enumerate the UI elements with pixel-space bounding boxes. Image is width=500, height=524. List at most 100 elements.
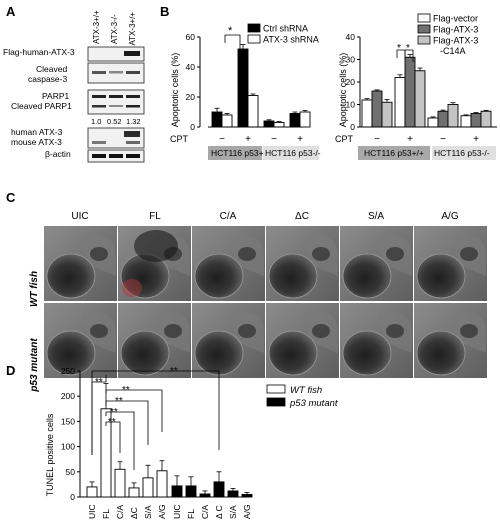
legend-label: Flag-ATX-3 bbox=[433, 36, 478, 46]
western-blot-strips: 1.0 0.52 1.32 bbox=[87, 46, 145, 163]
chart-b-overexpression: Apoptotic cells (%) 0 10 20 30 40 CPT − + − + H… bbox=[335, 14, 497, 160]
cpt-sign: + bbox=[297, 134, 303, 145]
cpt-signs: − + − + bbox=[219, 134, 303, 145]
eye bbox=[312, 247, 330, 261]
x-tick-label: C/A bbox=[200, 505, 210, 520]
column-label-ca: C/A bbox=[220, 211, 237, 222]
legend-label: p53 mutant bbox=[289, 398, 338, 409]
embryo-image-grid bbox=[44, 226, 487, 378]
bar bbox=[241, 494, 253, 498]
yolk bbox=[268, 330, 318, 376]
column-label-dc: ΔC bbox=[295, 211, 309, 222]
legend-label: ATX-3 shRNA bbox=[263, 35, 319, 45]
significance-star: ** bbox=[95, 377, 103, 388]
bar bbox=[437, 110, 449, 128]
cell-line-band-null bbox=[263, 146, 319, 160]
bar bbox=[86, 486, 98, 498]
bar bbox=[211, 111, 223, 128]
bar bbox=[299, 111, 311, 128]
bar bbox=[156, 470, 168, 498]
y-tick-label: 0 bbox=[350, 122, 355, 132]
y-tick-label: 20 bbox=[346, 77, 356, 87]
blot-label-caspase: caspase-3 bbox=[28, 74, 67, 84]
band bbox=[124, 51, 140, 56]
cell-line-band-null bbox=[432, 146, 496, 160]
embryo-image bbox=[340, 303, 413, 378]
bar bbox=[227, 490, 239, 498]
embryo-image bbox=[414, 303, 487, 378]
bar bbox=[199, 493, 211, 498]
embryo-image bbox=[118, 303, 191, 378]
bar bbox=[361, 99, 373, 128]
embryo-image bbox=[44, 226, 117, 301]
eye bbox=[460, 324, 478, 338]
significance-star: ** bbox=[122, 385, 130, 396]
embryo-image bbox=[266, 303, 339, 378]
blot-strip-parp bbox=[87, 89, 145, 115]
embryo-image bbox=[118, 226, 191, 301]
x-tick-label: UIC bbox=[87, 504, 97, 519]
y-tick-label: 0 bbox=[190, 122, 195, 132]
bars bbox=[86, 383, 253, 498]
blot-label-beta-actin: β-actin bbox=[45, 149, 71, 159]
blot-label-flag: Flag-human-ATX-3 bbox=[3, 47, 75, 57]
bar bbox=[247, 95, 259, 128]
y-tick-label: 250 bbox=[61, 366, 75, 376]
panel-a-letter: A bbox=[6, 4, 16, 19]
embryo-image bbox=[340, 226, 413, 301]
y-tick-label: 50 bbox=[66, 467, 76, 477]
blot-label-cleaved: Cleaved bbox=[36, 64, 67, 74]
bar bbox=[221, 114, 233, 128]
yolk bbox=[416, 253, 466, 299]
y-axis-label: Apoptotic cells (%) bbox=[338, 53, 348, 128]
legend-swatch bbox=[266, 397, 286, 407]
column-label-fl: FL bbox=[149, 211, 161, 222]
lane-label-2: ATX-3-/- bbox=[110, 14, 119, 44]
significance-bracket bbox=[105, 411, 135, 470]
legend-label: WT fish bbox=[290, 385, 322, 396]
cell-line-label-null: HCT116 p53-/- bbox=[434, 148, 490, 158]
eye bbox=[238, 247, 256, 261]
cell-line-label-wt: HCT116 p53+/+ bbox=[211, 148, 271, 158]
eye bbox=[312, 324, 330, 338]
blot-strip-flag bbox=[87, 46, 145, 62]
yolk bbox=[46, 253, 96, 299]
chart-b-knockdown: Apoptotic cells (%) 0 20 40 60 CPT − + − + HCT… bbox=[170, 23, 321, 160]
x-tick-label: FL bbox=[186, 509, 196, 519]
band bbox=[109, 71, 123, 74]
legend-swatch bbox=[247, 23, 261, 33]
y-axis-label: TUNEL positive cells bbox=[45, 413, 55, 496]
cell-line-band-wt bbox=[208, 146, 262, 160]
embryo-column-labels: UIC FL C/A ΔC S/A A/G bbox=[71, 211, 458, 222]
x-tick-labels: UIC FL C/A ΔC S/A A/G UIC FL C/A Δ C S/A A/G bbox=[87, 504, 252, 519]
legend-swatch bbox=[266, 384, 286, 394]
bar bbox=[381, 101, 393, 128]
bar bbox=[289, 113, 301, 128]
eye bbox=[238, 324, 256, 338]
eye bbox=[164, 324, 182, 338]
x-tick-label: S/A bbox=[228, 505, 238, 519]
blot-label-mouse-atx3: mouse ATX-3 bbox=[11, 137, 62, 147]
blot-label-cleaved-parp1: Cleaved PARP1 bbox=[11, 101, 72, 111]
y-tick-label: 200 bbox=[61, 391, 75, 401]
lane-label-3: + ATX-3+/+ bbox=[128, 12, 137, 52]
band bbox=[126, 105, 140, 108]
band bbox=[92, 71, 106, 74]
bar bbox=[213, 481, 225, 498]
y-tick-label: 150 bbox=[61, 416, 75, 426]
yolk bbox=[46, 330, 96, 376]
cpt-sign: + bbox=[407, 134, 413, 145]
legend-swatch bbox=[247, 34, 261, 44]
band bbox=[124, 131, 140, 137]
tunel-signal bbox=[122, 279, 142, 297]
band bbox=[109, 95, 123, 98]
bar bbox=[371, 90, 383, 128]
bar bbox=[404, 56, 416, 128]
band bbox=[92, 154, 106, 158]
cell-line-label-null: HCT116 p53-/- bbox=[265, 148, 321, 158]
bar bbox=[394, 77, 406, 128]
x-tick-label: Δ C bbox=[214, 505, 224, 519]
band bbox=[92, 95, 106, 98]
panel-c-letter: C bbox=[6, 190, 16, 205]
cpt-sign: − bbox=[374, 134, 380, 145]
